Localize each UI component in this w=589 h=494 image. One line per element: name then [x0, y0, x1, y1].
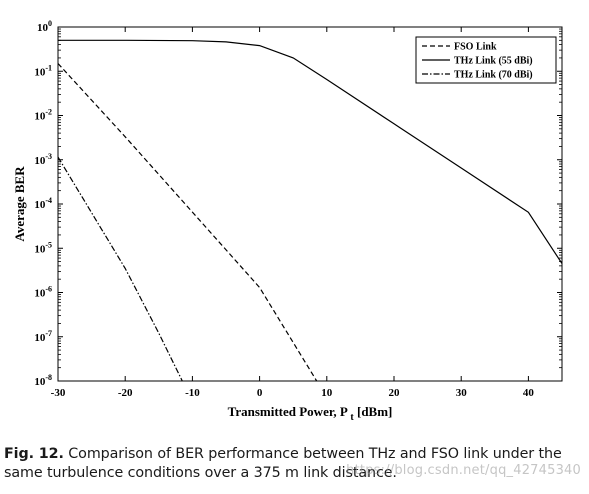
- legend-entry-3: THz Link (70 dBi): [454, 70, 533, 81]
- y-tick-exponent: 0: [48, 19, 52, 28]
- legend-entry-1: FSO Link: [454, 42, 497, 53]
- x-axis-title-unit: [dBm]: [354, 404, 393, 419]
- caption-label: Fig. 12.: [4, 446, 64, 462]
- y-tick-label: 10-5: [34, 240, 52, 255]
- series-line-3: [57, 156, 183, 382]
- x-tick-label: 20: [389, 387, 401, 399]
- y-tick-base: 10: [34, 155, 46, 167]
- y-tick-exponent: -4: [45, 196, 52, 205]
- y-tick-base: 10: [34, 332, 46, 344]
- y-tick-base: 10: [34, 111, 46, 123]
- y-tick-label: 10-1: [34, 63, 52, 78]
- y-tick-base: 10: [34, 66, 46, 78]
- x-tick-label: 0: [257, 387, 263, 399]
- figure-caption: Fig. 12. Comparison of BER performance b…: [4, 445, 584, 483]
- y-tick-exponent: -1: [45, 63, 52, 72]
- y-tick-exponent: -7: [45, 329, 52, 338]
- legend-entry-2: THz Link (55 dBi): [454, 56, 533, 67]
- y-tick-label: 10-3: [34, 152, 52, 167]
- x-tick-label: -30: [51, 387, 66, 399]
- y-tick-base: 10: [37, 22, 49, 34]
- x-tick-label: 10: [321, 387, 333, 399]
- watermark: https://blog.csdn.net/qq_42745340: [346, 463, 581, 478]
- x-axis-title-main: Transmitted Power, P: [228, 404, 351, 419]
- y-tick-exponent: -5: [45, 240, 52, 249]
- y-tick-base: 10: [34, 288, 46, 300]
- y-axis-title: Average BER: [12, 166, 27, 242]
- y-tick-base: 10: [34, 376, 46, 388]
- y-tick-exponent: -2: [45, 108, 52, 117]
- x-tick-label: 30: [456, 387, 468, 399]
- x-axis-title: Transmitted Power, P t [dBm]: [228, 404, 393, 423]
- y-tick-base: 10: [34, 199, 46, 211]
- y-tick-label: 10-2: [34, 108, 52, 123]
- y-tick-label: 10-8: [34, 373, 52, 388]
- y-tick-exponent: -8: [45, 373, 52, 382]
- x-tick-label: -20: [118, 387, 133, 399]
- y-tick-label: 100: [37, 19, 52, 34]
- y-tick-label: 10-6: [34, 285, 52, 300]
- y-tick-base: 10: [34, 243, 46, 255]
- y-tick-exponent: -3: [45, 152, 52, 161]
- series-line-1: [57, 63, 318, 382]
- x-tick-label: 40: [523, 387, 535, 399]
- series-line-2: [58, 39, 563, 264]
- caption-text: Comparison of BER performance between TH…: [4, 446, 562, 481]
- y-tick-label: 10-7: [34, 329, 52, 344]
- y-tick-label: 10-4: [34, 196, 52, 211]
- x-axis-title-subscript: t: [350, 412, 354, 423]
- ber-figure: 100 10-1 10-2 10-3 10-4 10-5 10-6 10-7 10-8 -30 -2…: [12, 19, 563, 423]
- y-tick-exponent: -6: [45, 285, 52, 294]
- x-tick-label: -10: [185, 387, 200, 399]
